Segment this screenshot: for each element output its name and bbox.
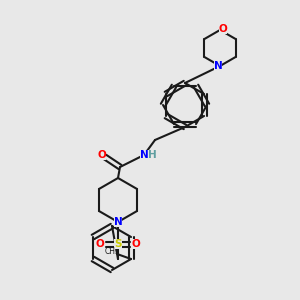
Text: N: N — [140, 150, 148, 160]
Text: H: H — [148, 150, 156, 160]
Text: S: S — [114, 239, 122, 249]
Text: N: N — [114, 217, 122, 227]
Text: O: O — [98, 150, 106, 160]
Text: O: O — [219, 24, 227, 34]
Text: N: N — [214, 61, 222, 71]
Text: CH₃: CH₃ — [105, 247, 119, 256]
Text: O: O — [96, 239, 104, 249]
Text: O: O — [132, 239, 140, 249]
